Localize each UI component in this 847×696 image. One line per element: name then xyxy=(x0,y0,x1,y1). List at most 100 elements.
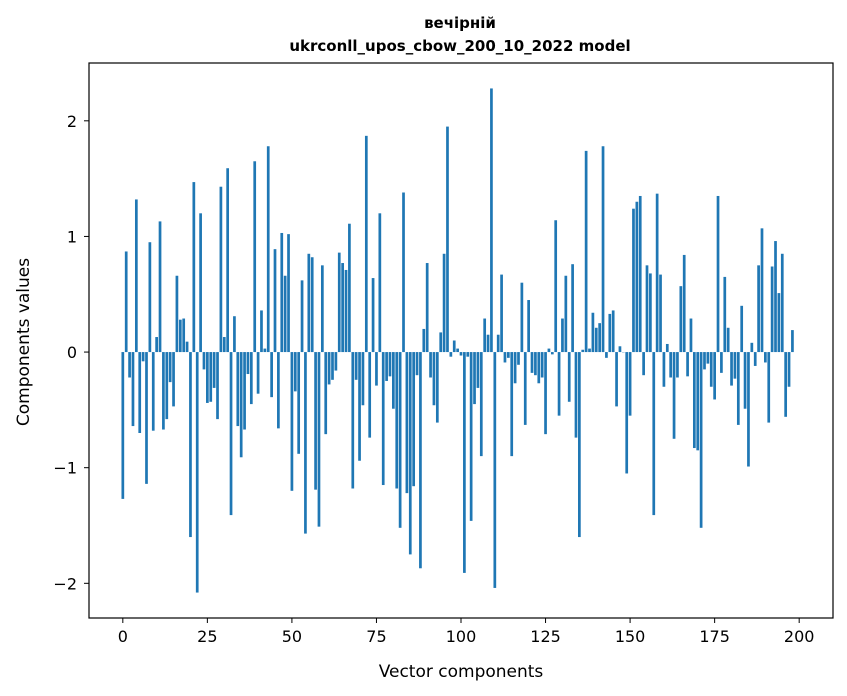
bar-45 xyxy=(273,249,277,353)
bar-95 xyxy=(442,253,446,353)
bar-188 xyxy=(757,265,760,353)
bar-108 xyxy=(486,334,490,353)
bar-117 xyxy=(517,352,520,365)
bar-19 xyxy=(185,341,189,353)
bar-138 xyxy=(588,348,591,353)
bar-158 xyxy=(655,193,659,353)
bar-173 xyxy=(706,352,710,364)
bar-51 xyxy=(293,352,297,392)
bar-61 xyxy=(327,352,331,385)
bar-50 xyxy=(290,352,294,491)
bar-127 xyxy=(550,352,554,355)
bar-162 xyxy=(669,352,673,378)
bar-87 xyxy=(415,352,419,376)
bar-11 xyxy=(158,221,162,353)
bar-10 xyxy=(155,337,158,353)
bar-33 xyxy=(233,316,236,353)
bar-146 xyxy=(615,352,618,407)
bar-34 xyxy=(236,352,240,427)
bar-129 xyxy=(557,352,561,416)
bar-2 xyxy=(128,352,131,378)
bar-63 xyxy=(334,352,338,371)
x-tick-label: 100 xyxy=(446,627,477,646)
bar-24 xyxy=(202,352,206,370)
bar-160 xyxy=(662,352,666,387)
chart-subtitle: ukrconll_upos_cbow_200_10_2022 model xyxy=(289,37,630,55)
bar-115 xyxy=(510,352,514,457)
x-tick-label: 75 xyxy=(366,627,386,646)
bar-38 xyxy=(249,352,253,405)
bar-134 xyxy=(574,352,578,438)
bar-126 xyxy=(547,348,551,353)
bar-174 xyxy=(709,352,713,387)
bar-65 xyxy=(341,263,344,353)
bar-23 xyxy=(199,213,202,353)
bar-30 xyxy=(222,337,226,353)
bar-42 xyxy=(263,348,267,353)
bar-74 xyxy=(371,278,375,353)
bar-78 xyxy=(385,352,388,381)
bar-128 xyxy=(554,220,558,353)
bar-31 xyxy=(226,168,230,353)
bar-84 xyxy=(405,352,409,494)
bar-106 xyxy=(479,352,483,457)
x-axis-ticks: 0 25 50 75 100 125 150 175 200 xyxy=(118,618,814,646)
bar-153 xyxy=(638,195,642,353)
bar-165 xyxy=(679,286,683,353)
bar-46 xyxy=(277,352,280,429)
bar-139 xyxy=(591,312,595,353)
bar-119 xyxy=(523,352,527,425)
bar-56 xyxy=(310,257,314,353)
bar-25 xyxy=(206,352,209,403)
bar-176 xyxy=(716,195,720,353)
bar-57 xyxy=(314,352,317,490)
bar-91 xyxy=(429,352,432,378)
bar-186 xyxy=(750,342,754,353)
bar-189 xyxy=(760,228,764,353)
bar-197 xyxy=(787,352,791,387)
bar-85 xyxy=(408,352,412,555)
bar-71 xyxy=(361,352,365,406)
bar-171 xyxy=(699,352,703,528)
bar-62 xyxy=(331,352,334,380)
bar-142 xyxy=(601,146,605,353)
bar-180 xyxy=(730,352,733,386)
bar-43 xyxy=(266,146,270,353)
bar-156 xyxy=(649,273,652,353)
x-tick-label: 175 xyxy=(699,627,730,646)
bar-187 xyxy=(753,352,757,366)
bar-22 xyxy=(195,352,199,593)
bar-111 xyxy=(496,334,500,353)
bar-195 xyxy=(780,253,784,353)
bar-178 xyxy=(723,276,727,353)
bar-4 xyxy=(134,199,138,353)
bar-120 xyxy=(527,300,530,353)
bar-132 xyxy=(567,352,571,402)
bar-159 xyxy=(659,274,662,353)
bar-175 xyxy=(713,352,716,400)
bar-28 xyxy=(216,352,219,420)
bar-6 xyxy=(141,352,145,362)
bar-166 xyxy=(682,254,686,353)
bar-13 xyxy=(165,352,169,420)
bar-55 xyxy=(307,253,311,353)
bar-103 xyxy=(469,352,473,521)
bar-190 xyxy=(764,352,767,363)
x-tick-label: 0 xyxy=(118,627,128,646)
bar-101 xyxy=(463,352,466,573)
bar-105 xyxy=(476,352,480,388)
bar-66 xyxy=(344,269,348,353)
bar-193 xyxy=(774,241,777,353)
bar-14 xyxy=(168,352,172,383)
bar-90 xyxy=(425,263,429,353)
bar-16 xyxy=(175,275,179,353)
bar-177 xyxy=(720,352,723,373)
bar-145 xyxy=(611,310,615,353)
bar-12 xyxy=(162,352,165,430)
bar-170 xyxy=(696,352,700,451)
bar-136 xyxy=(581,349,585,353)
bar-98 xyxy=(452,340,456,353)
bar-0 xyxy=(121,352,125,499)
bar-196 xyxy=(784,352,788,417)
bar-192 xyxy=(770,266,774,353)
